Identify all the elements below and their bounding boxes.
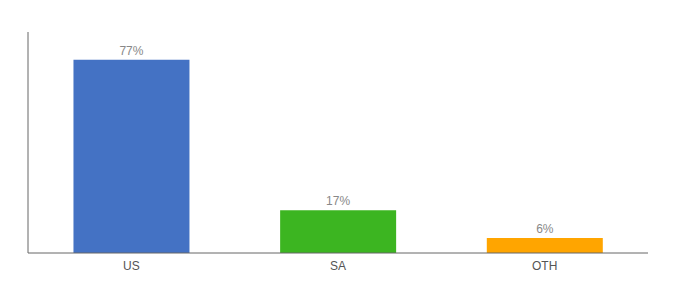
svg-text:US: US	[123, 259, 140, 273]
svg-text:77%: 77%	[119, 44, 143, 58]
svg-text:6%: 6%	[536, 222, 554, 236]
svg-text:OTH: OTH	[532, 259, 557, 273]
svg-text:SA: SA	[330, 259, 346, 273]
svg-text:17%: 17%	[326, 194, 350, 208]
